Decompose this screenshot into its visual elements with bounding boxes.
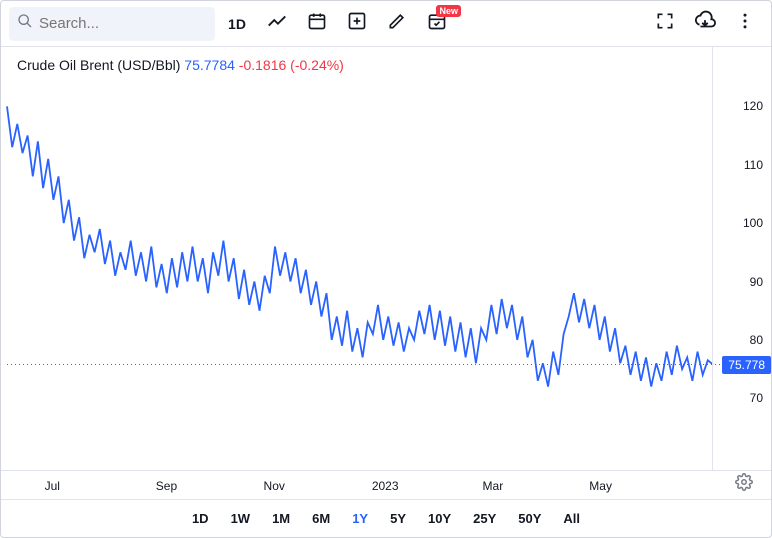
y-tick-label: 110	[744, 158, 763, 172]
fullscreen-icon	[655, 11, 675, 36]
x-tick-label: 2023	[372, 479, 399, 493]
new-badge: New	[436, 5, 461, 17]
x-axis[interactable]: Jul Sep Nov 2023 Mar May	[1, 471, 713, 499]
gear-icon	[735, 473, 753, 496]
y-tick-label: 70	[750, 391, 763, 405]
x-tick-label: Mar	[483, 479, 504, 493]
line-chart-icon	[266, 10, 288, 37]
y-axis[interactable]: 70 80 90 100 110 120 75.778	[713, 47, 771, 499]
range-button-1w[interactable]: 1W	[223, 507, 259, 530]
last-price: 75.7784	[184, 57, 235, 73]
chart-header: Crude Oil Brent (USD/Bbl) 75.7784 -0.181…	[17, 57, 344, 73]
chart-type-button[interactable]	[259, 7, 295, 41]
chart-area[interactable]: Crude Oil Brent (USD/Bbl) 75.7784 -0.181…	[1, 47, 771, 499]
search-icon	[17, 13, 33, 34]
range-button-6m[interactable]: 6M	[304, 507, 338, 530]
cloud-download-icon	[694, 10, 716, 37]
y-tick-label: 100	[743, 216, 763, 230]
instrument-name: Crude Oil Brent (USD/Bbl)	[17, 57, 180, 73]
search-input[interactable]	[39, 15, 207, 32]
add-indicator-button[interactable]	[339, 7, 375, 41]
range-selector: 1D 1W1M 6M 1Y 5Y 10Y 25Y 50Y All	[1, 499, 771, 537]
current-price-tag: 75.778	[722, 356, 771, 374]
alert-button[interactable]: New	[419, 7, 455, 41]
download-button[interactable]	[687, 7, 723, 41]
toolbar: 1D New	[1, 1, 771, 47]
chart-settings-button[interactable]	[733, 473, 755, 495]
plus-square-icon	[347, 11, 367, 36]
range-button-all[interactable]: All	[555, 507, 588, 530]
range-button-1d[interactable]: 1D	[184, 507, 217, 530]
range-button-5y[interactable]: 5Y	[382, 507, 414, 530]
draw-button[interactable]	[379, 7, 415, 41]
price-chart-svg	[1, 47, 771, 499]
more-button[interactable]	[727, 7, 763, 41]
price-change: -0.1816 (-0.24%)	[239, 57, 344, 73]
range-button-10y[interactable]: 10Y	[420, 507, 459, 530]
search-field[interactable]	[9, 7, 215, 41]
y-tick-label: 120	[743, 99, 763, 113]
range-button-1y[interactable]: 1Y	[344, 507, 376, 530]
y-tick-label: 90	[750, 275, 763, 289]
more-vertical-icon	[735, 11, 755, 36]
range-button-25y[interactable]: 25Y	[465, 507, 504, 530]
date-range-button[interactable]	[299, 7, 335, 41]
chart-widget: 1D New	[0, 0, 772, 538]
x-tick-label: Sep	[156, 479, 177, 493]
pencil-icon	[387, 11, 407, 36]
x-tick-label: Jul	[45, 479, 60, 493]
calendar-icon	[307, 11, 327, 36]
x-tick-label: May	[589, 479, 612, 493]
y-tick-label: 80	[750, 333, 763, 347]
x-tick-label: Nov	[264, 479, 285, 493]
range-button-1m[interactable]: 1M	[264, 507, 298, 530]
range-button-50y[interactable]: 50Y	[510, 507, 549, 530]
interval-button[interactable]: 1D	[219, 7, 255, 41]
fullscreen-button[interactable]	[647, 7, 683, 41]
